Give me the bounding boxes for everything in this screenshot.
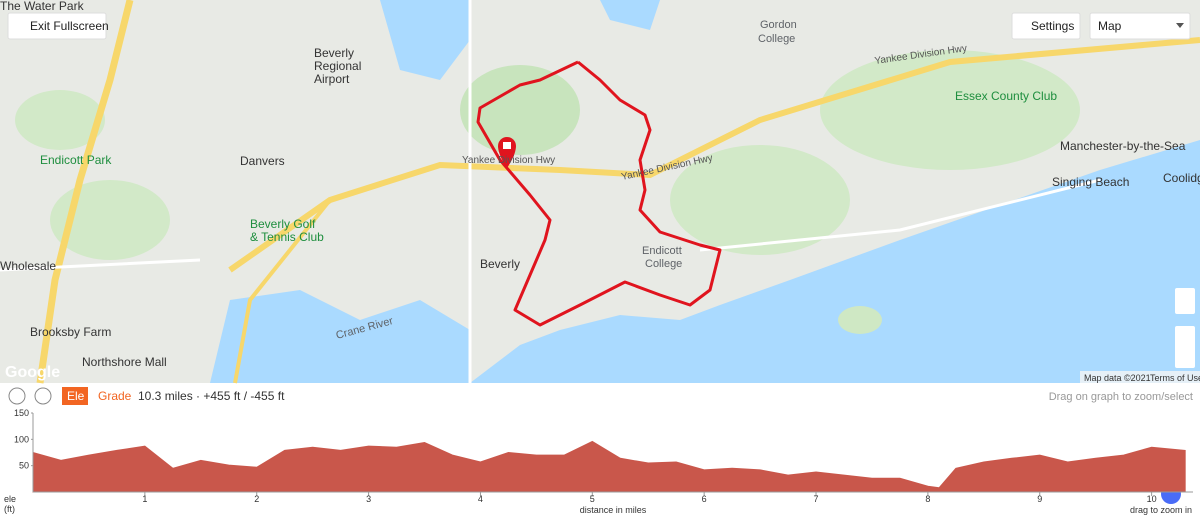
highway bbox=[36, 0, 134, 384]
dropdown-arrow bbox=[1176, 23, 1184, 28]
route bbox=[476, 60, 722, 327]
map-label: College bbox=[758, 33, 795, 45]
map-type-label: Map bbox=[1098, 19, 1122, 33]
start-marker-icon bbox=[503, 142, 511, 149]
collapse-button[interactable] bbox=[8, 387, 26, 405]
x-tick-label: 10 bbox=[1147, 494, 1157, 504]
highway bbox=[228, 37, 1200, 273]
map-label: Beverly Golf bbox=[250, 217, 316, 231]
start-marker[interactable] bbox=[498, 137, 516, 168]
park bbox=[15, 90, 105, 150]
map-label: Manchester-by-the-Sea bbox=[1060, 139, 1186, 153]
map-label: Airport bbox=[314, 72, 350, 86]
map-label: Endicott Park bbox=[40, 153, 112, 167]
x-tick-label: 3 bbox=[366, 494, 371, 504]
road bbox=[0, 0, 1101, 383]
map-label: Coolidg bbox=[1163, 171, 1200, 185]
map-label: Danvers bbox=[240, 154, 285, 168]
park bbox=[460, 65, 580, 155]
park bbox=[670, 145, 850, 255]
map-label: Endicott bbox=[642, 245, 682, 257]
road-label: Yankee Division Hwy bbox=[462, 155, 555, 166]
terms-link[interactable]: Terms of Use bbox=[1150, 373, 1200, 383]
expand-button[interactable] bbox=[34, 387, 52, 405]
grade-tab[interactable]: Grade bbox=[98, 389, 132, 403]
zoom-controls[interactable] bbox=[1175, 326, 1195, 368]
x-tick-label: 6 bbox=[702, 494, 707, 504]
map-label: College bbox=[645, 258, 682, 270]
highway bbox=[233, 198, 332, 384]
x-tick-label: 4 bbox=[478, 494, 483, 504]
water bbox=[210, 290, 470, 383]
map: The Water Park Endicott Park Danvers Bev… bbox=[0, 0, 1200, 384]
y-axis-label: (ft) bbox=[4, 504, 15, 514]
x-tick-label: 7 bbox=[814, 494, 819, 504]
graph-hint: Drag on graph to zoom/select bbox=[1049, 391, 1193, 403]
map-label: Gordon bbox=[760, 19, 797, 31]
elevation-area bbox=[32, 440, 1186, 493]
x-tick-label: 1 bbox=[142, 494, 147, 504]
attribution: Map data ©2021 bbox=[1084, 373, 1151, 383]
map-label: & Tennis Club bbox=[250, 230, 324, 244]
map-label: Brooksby Farm bbox=[30, 325, 111, 339]
street-view[interactable] bbox=[1175, 288, 1195, 314]
ele-tab-label: Ele bbox=[67, 389, 85, 403]
map-label: Northshore Mall bbox=[82, 355, 167, 369]
settings-label: Settings bbox=[1031, 19, 1074, 33]
island bbox=[838, 306, 882, 334]
x-tick-label: 5 bbox=[590, 494, 595, 504]
attribution-bg bbox=[1080, 371, 1200, 383]
water bbox=[600, 0, 660, 30]
y-axis-label: ele bbox=[4, 494, 16, 504]
map-label: Regional bbox=[314, 59, 361, 73]
exit-fullscreen-button[interactable] bbox=[7, 12, 107, 40]
settings-button[interactable] bbox=[1011, 12, 1081, 40]
y-tick-label: 150 bbox=[14, 408, 29, 418]
google-logo: Google bbox=[5, 364, 60, 381]
map-label: Singing Beach bbox=[1052, 175, 1129, 189]
water bbox=[380, 0, 470, 80]
x-axis-label: distance in miles bbox=[580, 505, 647, 515]
x-tick-label: 2 bbox=[254, 494, 259, 504]
route-summary: 10.3 miles · +455 ft / -455 ft bbox=[138, 389, 285, 403]
map-label: Wholesale bbox=[0, 259, 56, 273]
y-tick-label: 100 bbox=[14, 434, 29, 444]
elevation-chart: 50 100 150 1 2 3 4 5 6 7 8 9 10 distance in miles ele(… bbox=[4, 408, 1193, 515]
map-type-select[interactable] bbox=[1089, 12, 1191, 40]
map-label: Beverly bbox=[314, 46, 354, 60]
park bbox=[50, 180, 170, 260]
y-tick-label: 50 bbox=[19, 461, 29, 471]
ele-tab[interactable] bbox=[62, 387, 88, 405]
exit-fullscreen-label: Exit Fullscreen bbox=[30, 19, 109, 33]
map-label: Essex County Club bbox=[955, 89, 1057, 103]
x-tick-label: 8 bbox=[925, 494, 930, 504]
zoom-hint: drag to zoom in bbox=[1130, 505, 1192, 515]
map-label: Beverly bbox=[480, 257, 520, 271]
map-label: The Water Park bbox=[0, 0, 85, 13]
profile-header: Ele Grade 10.3 miles · +455 ft / -455 ft… bbox=[8, 387, 1193, 515]
x-tick-label: 9 bbox=[1037, 494, 1042, 504]
park bbox=[820, 50, 1080, 170]
